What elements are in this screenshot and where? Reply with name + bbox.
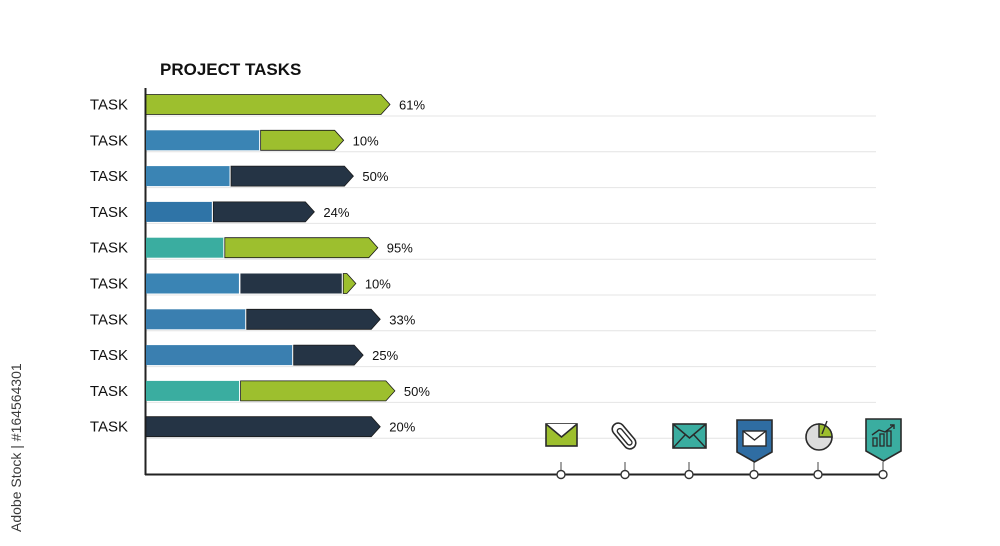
category-label: TASK <box>90 383 128 400</box>
value-label: 10% <box>365 277 391 292</box>
category-label: TASK <box>90 311 128 328</box>
task-bar <box>146 201 315 223</box>
timeline-dot <box>620 469 630 480</box>
bar-segment <box>146 166 232 187</box>
watermark: Adobe Stock | #164564301 <box>6 296 26 536</box>
value-label: 24% <box>323 205 349 220</box>
category-label: TASK <box>90 240 128 257</box>
bar-segment <box>230 165 354 187</box>
value-label: 50% <box>404 384 430 399</box>
pie-chart-icon <box>805 420 833 451</box>
category-label: TASK <box>90 419 128 436</box>
bar-segment <box>212 201 315 223</box>
value-label: 33% <box>389 312 415 327</box>
bar-segment <box>260 129 345 151</box>
category-label: TASK <box>90 132 128 149</box>
bar-segment <box>293 344 364 366</box>
bar-segment <box>146 237 225 258</box>
task-bar <box>146 308 381 330</box>
bar-segment <box>146 273 241 294</box>
watermark-text: Adobe Stock | #164564301 <box>8 363 24 532</box>
bar-segment <box>342 273 357 294</box>
value-label: 50% <box>362 169 388 184</box>
category-label: TASK <box>90 168 128 185</box>
task-bar <box>146 344 364 366</box>
bar-segment <box>146 130 261 151</box>
bar-segment <box>146 309 247 330</box>
timeline-dot <box>684 469 694 480</box>
category-label: TASK <box>90 276 128 293</box>
task-bar <box>146 129 345 151</box>
value-label: 10% <box>353 133 379 148</box>
value-label: 25% <box>372 348 398 363</box>
timeline-dot <box>749 469 759 480</box>
task-bar <box>146 165 354 187</box>
bar-segment <box>224 237 379 259</box>
timeline-dot <box>813 469 823 480</box>
bar-segment <box>146 380 241 401</box>
bar-segment <box>145 94 391 115</box>
category-label: TASK <box>90 347 128 364</box>
value-label: 95% <box>387 241 413 256</box>
task-bar <box>145 416 381 438</box>
bar-segment <box>146 201 214 222</box>
value-label: 20% <box>389 420 415 435</box>
category-label: TASK <box>90 204 128 221</box>
envelope-icon <box>545 423 578 447</box>
bar-segment <box>240 380 396 402</box>
chart-title: PROJECT TASKS <box>160 60 301 79</box>
envelope-badge-icon <box>736 419 773 463</box>
task-bar <box>145 94 391 115</box>
bar-segment <box>145 416 381 438</box>
task-bar <box>146 380 396 402</box>
bar-segment <box>240 273 344 294</box>
task-bar <box>146 237 379 259</box>
category-label: TASK <box>90 97 128 114</box>
bar-segment <box>246 308 381 330</box>
open-envelope-icon <box>672 423 707 449</box>
paperclip-icon <box>611 422 637 450</box>
timeline-dot <box>878 469 888 480</box>
value-label: 61% <box>399 98 425 113</box>
bar-segment <box>146 345 294 366</box>
growth-chart-badge-icon <box>865 418 902 462</box>
task-bar <box>146 273 357 294</box>
timeline-dot <box>556 469 566 480</box>
